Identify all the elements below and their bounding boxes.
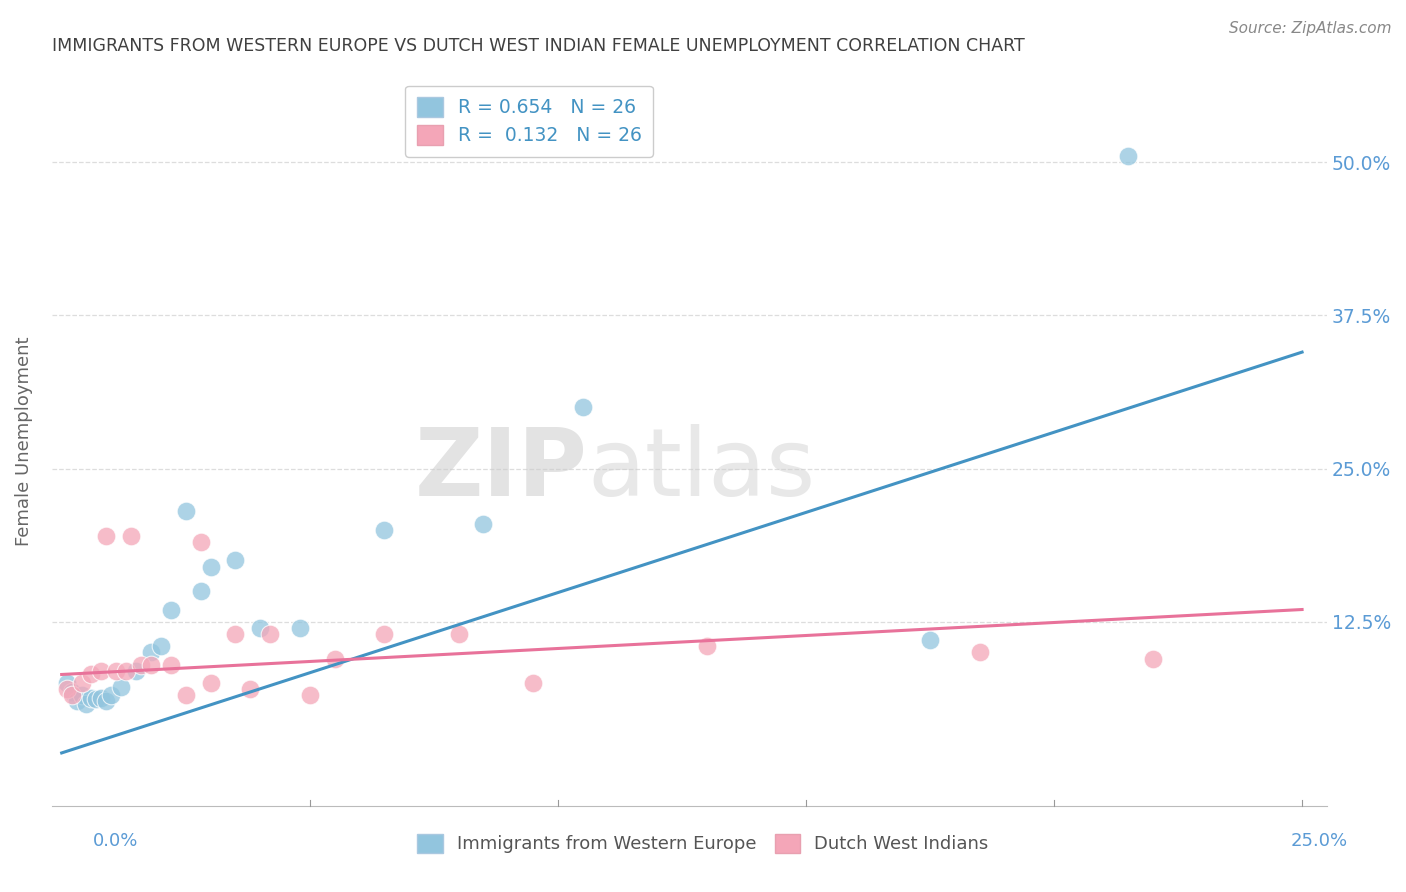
Point [115, 664, 138, 678]
Text: 0.0%: 0.0% [93, 832, 138, 850]
Point [100, 689, 122, 703]
Point [139, 657, 162, 672]
Point [139, 645, 162, 659]
Text: 25.0%: 25.0% [1291, 832, 1347, 850]
Point [696, 640, 718, 654]
Point [90, 664, 112, 678]
Point [190, 535, 212, 549]
Y-axis label: Female Unemployment: Female Unemployment [15, 336, 32, 546]
Point [76, 697, 98, 711]
Point [70, 689, 93, 703]
Point [129, 657, 152, 672]
Point [70, 676, 93, 690]
Point [96, 529, 118, 543]
Point [149, 640, 172, 654]
Point [96, 694, 118, 708]
Point [1142, 651, 1164, 665]
Point [298, 689, 321, 703]
Point [373, 523, 395, 537]
Point [969, 645, 991, 659]
Point [571, 401, 593, 415]
Point [160, 602, 183, 616]
Point [120, 529, 142, 543]
Point [918, 633, 941, 648]
Point [160, 657, 183, 672]
Point [110, 680, 132, 694]
Point [224, 553, 246, 567]
Point [1118, 149, 1140, 163]
Point [60, 684, 83, 698]
Point [224, 627, 246, 641]
Legend: R = 0.654   N = 26, R =  0.132   N = 26: R = 0.654 N = 26, R = 0.132 N = 26 [405, 86, 652, 157]
Point [239, 682, 262, 697]
Point [90, 690, 112, 705]
Point [447, 627, 470, 641]
Point [55, 676, 77, 690]
Text: ZIP: ZIP [415, 424, 588, 516]
Point [105, 664, 128, 678]
Point [522, 676, 544, 690]
Point [472, 516, 495, 531]
Text: IMMIGRANTS FROM WESTERN EUROPE VS DUTCH WEST INDIAN FEMALE UNEMPLOYMENT CORRELAT: IMMIGRANTS FROM WESTERN EUROPE VS DUTCH … [52, 37, 1025, 55]
Point [60, 689, 83, 703]
Point [190, 584, 212, 599]
Point [288, 621, 311, 635]
Text: atlas: atlas [588, 424, 815, 516]
Point [125, 664, 148, 678]
Text: Source: ZipAtlas.com: Source: ZipAtlas.com [1229, 21, 1392, 36]
Point [259, 627, 281, 641]
Point [174, 689, 197, 703]
Point [200, 559, 222, 574]
Point [174, 504, 197, 518]
Point [80, 690, 103, 705]
Point [323, 651, 346, 665]
Point [86, 692, 108, 706]
Point [373, 627, 395, 641]
Point [200, 676, 222, 690]
Point [65, 694, 87, 708]
Legend: Immigrants from Western Europe, Dutch West Indians: Immigrants from Western Europe, Dutch We… [411, 826, 995, 861]
Point [249, 621, 271, 635]
Point [55, 682, 77, 697]
Point [80, 667, 103, 681]
